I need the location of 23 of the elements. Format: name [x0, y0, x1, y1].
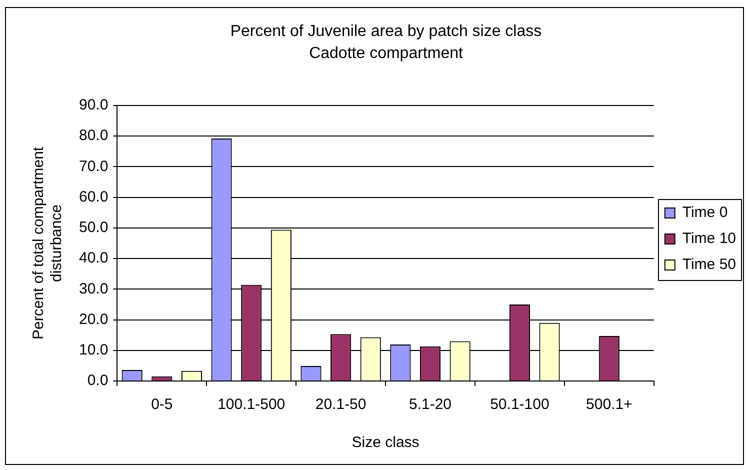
y-axis-title: Percent of total compartment disturbance	[30, 146, 66, 340]
y-tick-label: 20.0	[78, 310, 108, 328]
x-tick-label: 100.1-500	[218, 396, 286, 414]
legend-label: Time 50	[682, 256, 736, 274]
y-tick-label: 60.0	[78, 188, 108, 206]
y-tick-label: 0.0	[87, 372, 108, 390]
legend-label: Time 10	[682, 230, 736, 248]
y-tick-label: 90.0	[78, 96, 108, 114]
legend-label: Time 0	[682, 204, 728, 222]
x-tick-label: 5.1-20	[408, 396, 452, 414]
chart-subtitle: Cadotte compartment	[309, 45, 464, 62]
y-tick-label: 50.0	[78, 219, 108, 236]
y-tick-label: 30.0	[78, 280, 108, 298]
y-tick-label: 40.0	[78, 250, 108, 267]
y-tick-label: 70.0	[78, 158, 108, 175]
x-tick-label: 50.1-100	[490, 396, 550, 414]
y-tick-label: 80.0	[78, 127, 108, 144]
chart-title: Percent of Juvenile area by patch size class	[230, 23, 542, 40]
x-tick-label: 500.1+	[586, 396, 633, 414]
x-tick-label: 20.1-50	[315, 396, 366, 414]
x-tick-label: 0-5	[151, 396, 173, 414]
y-tick-label: 10.0	[78, 342, 108, 359]
x-axis-title: Size class	[352, 434, 420, 452]
